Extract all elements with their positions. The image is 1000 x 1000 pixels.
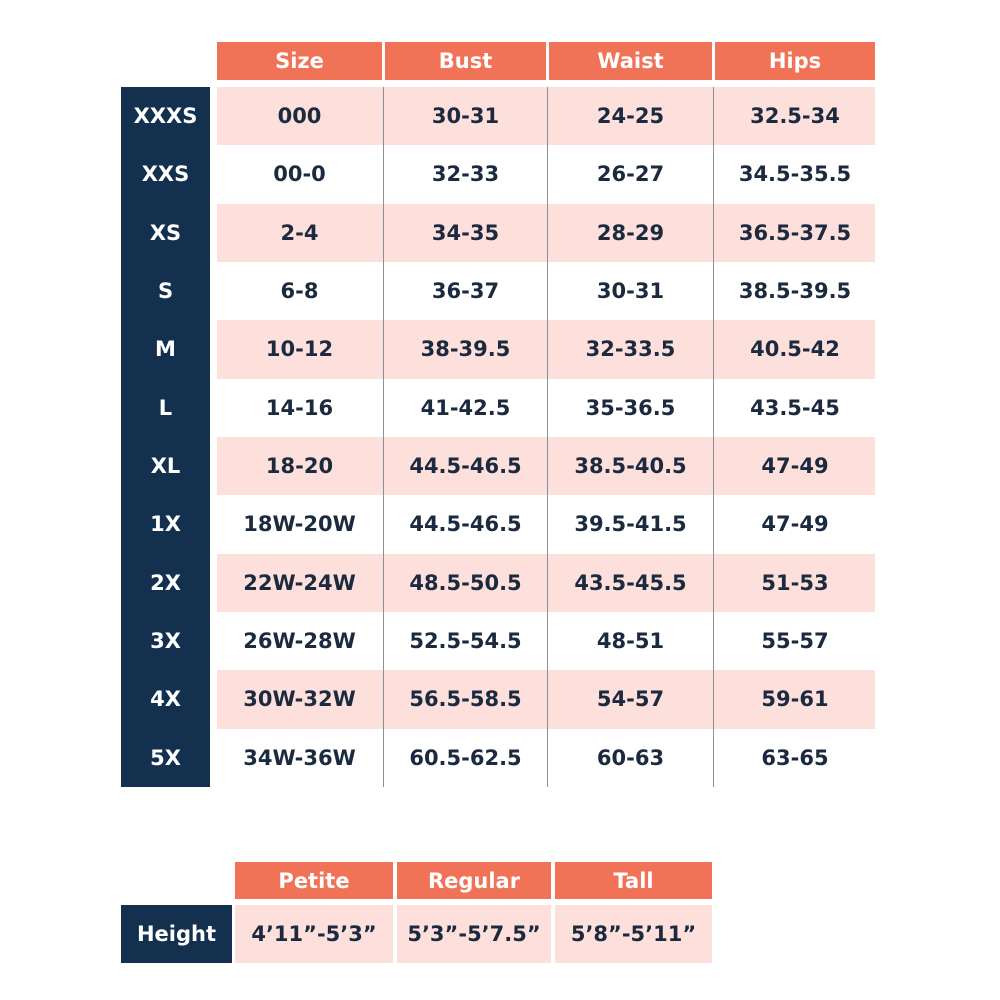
table-cell: 43.5-45 <box>750 395 840 420</box>
table-cell: 51-53 <box>761 570 829 595</box>
table-cell: 000 <box>277 104 322 129</box>
table-cell: 41-42.5 <box>420 395 511 420</box>
table-cell: 30W-32W <box>243 687 356 712</box>
row-label: L <box>158 395 173 420</box>
column-header: Petite <box>235 862 393 899</box>
row-label: S <box>157 279 174 304</box>
table-cell: 34-35 <box>431 220 500 245</box>
row-background <box>217 436 875 496</box>
table-cell: 4’11”-5’3” <box>235 905 393 963</box>
column-header: Bust <box>385 42 546 80</box>
table-cell: 43.5-45.5 <box>574 570 687 595</box>
table-cell: 2-4 <box>280 220 319 245</box>
row-background <box>217 87 875 146</box>
table-cell: 5’3”-5’7.5” <box>397 905 551 963</box>
table-cell: 38.5-40.5 <box>574 454 687 479</box>
row-label: XL <box>150 454 181 479</box>
row-label: 2X <box>150 570 181 595</box>
row-background <box>217 670 875 729</box>
table-cell: 47-49 <box>761 512 829 537</box>
column-divider <box>383 87 384 787</box>
column-header: Size <box>217 42 382 80</box>
table-cell: 60-63 <box>596 745 665 770</box>
row-background <box>217 320 875 379</box>
row-label: 3X <box>150 629 181 654</box>
table-cell: 48-51 <box>596 629 665 654</box>
table-cell: 10-12 <box>265 337 334 362</box>
table-cell: 59-61 <box>761 687 829 712</box>
table-cell: 34.5-35.5 <box>738 162 852 187</box>
row-label: XS <box>149 220 182 245</box>
column-header: Tall <box>555 862 712 899</box>
table-cell: 24-25 <box>596 104 665 129</box>
row-label-column <box>121 87 210 787</box>
table-cell: 60.5-62.5 <box>409 745 522 770</box>
table-cell: 32-33 <box>431 162 500 187</box>
row-label: XXS <box>141 162 190 187</box>
row-label: 4X <box>150 687 181 712</box>
row-label: XXXS <box>133 104 198 129</box>
table-cell: 36-37 <box>431 279 500 304</box>
table-cell: 26-27 <box>596 162 665 187</box>
row-label: 1X <box>150 512 181 537</box>
table-cell: 38-39.5 <box>420 337 511 362</box>
row-background <box>217 203 875 262</box>
table-cell: 52.5-54.5 <box>409 629 522 654</box>
table-cell: 35-36.5 <box>585 395 676 420</box>
table-cell: 40.5-42 <box>750 337 840 362</box>
table-cell: 6-8 <box>280 279 319 304</box>
row-label: Height <box>121 905 232 963</box>
table-cell: 32-33.5 <box>585 337 676 362</box>
row-label: 5X <box>150 745 181 770</box>
column-divider <box>547 87 548 787</box>
row-label: M <box>155 337 176 362</box>
table-cell: 18W-20W <box>243 512 356 537</box>
table-cell: 30-31 <box>596 279 665 304</box>
table-cell: 36.5-37.5 <box>738 220 852 245</box>
row-background <box>217 553 875 612</box>
column-header: Hips <box>715 42 875 80</box>
table-cell: 44.5-46.5 <box>409 512 522 537</box>
table-cell: 56.5-58.5 <box>409 687 522 712</box>
table-cell: 39.5-41.5 <box>574 512 687 537</box>
table-cell: 14-16 <box>265 395 334 420</box>
column-header: Waist <box>549 42 712 80</box>
table-cell: 00-0 <box>273 162 326 187</box>
table-cell: 44.5-46.5 <box>409 454 522 479</box>
column-divider <box>713 87 714 787</box>
table-cell: 47-49 <box>761 454 829 479</box>
table-cell: 18-20 <box>265 454 334 479</box>
table-cell: 63-65 <box>761 745 829 770</box>
table-cell: 5’8”-5’11” <box>555 905 712 963</box>
table-cell: 28-29 <box>596 220 665 245</box>
table-cell: 30-31 <box>431 104 500 129</box>
table-cell: 54-57 <box>596 687 665 712</box>
column-header: Regular <box>397 862 551 899</box>
table-cell: 48.5-50.5 <box>409 570 522 595</box>
table-cell: 22W-24W <box>243 570 356 595</box>
table-cell: 55-57 <box>761 629 829 654</box>
table-cell: 32.5-34 <box>750 104 840 129</box>
table-cell: 34W-36W <box>243 745 356 770</box>
table-cell: 38.5-39.5 <box>738 279 852 304</box>
table-cell: 26W-28W <box>243 629 356 654</box>
